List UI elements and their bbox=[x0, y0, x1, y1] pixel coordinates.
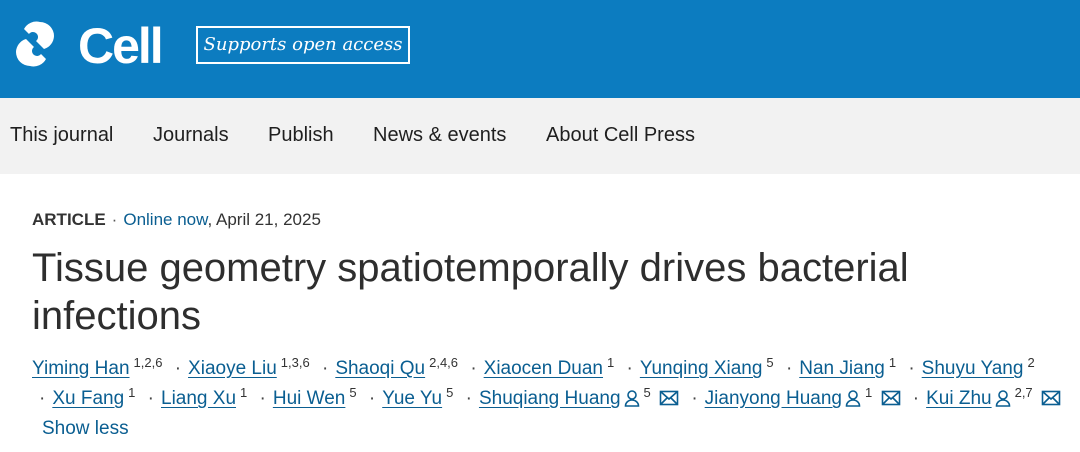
author: Shaoqi Qu2,4,6 bbox=[315, 355, 459, 379]
author-name[interactable]: Shaoqi Qu bbox=[335, 358, 426, 379]
nav-item[interactable]: This journal bbox=[10, 124, 114, 146]
author-name[interactable]: Xiaocen Duan bbox=[483, 358, 604, 379]
author-name[interactable]: Shuqiang Huang bbox=[478, 388, 621, 409]
affiliation-refs: 2 bbox=[1027, 355, 1035, 370]
author: Jianyong Huang 1 bbox=[684, 385, 901, 409]
author: Kui Zhu 2,7 bbox=[906, 385, 1061, 409]
author-name[interactable]: Liang Xu bbox=[161, 388, 237, 409]
author-name[interactable]: Hui Wen bbox=[272, 388, 346, 409]
affiliation-refs: 2,7 bbox=[1014, 385, 1033, 400]
open-access-badge: Supports open access bbox=[196, 26, 410, 64]
nav-item[interactable]: Publish bbox=[268, 124, 334, 146]
affiliation-refs: 5 bbox=[766, 355, 774, 370]
show-less-toggle[interactable]: Show less bbox=[42, 418, 129, 439]
site-header: Cell Supports open access bbox=[0, 0, 1080, 98]
nav-item[interactable]: News & events bbox=[373, 124, 507, 146]
corresponding-author-icon[interactable] bbox=[624, 389, 640, 407]
affiliation-refs: 1 bbox=[888, 355, 897, 370]
author-name[interactable]: Yiming Han bbox=[32, 358, 130, 379]
affiliation-refs: 1,3,6 bbox=[280, 355, 310, 370]
article-title: Tissue geometry spatiotemporally drives … bbox=[32, 246, 909, 338]
affiliation-refs: 5 bbox=[446, 385, 454, 400]
corresponding-author-icon[interactable] bbox=[995, 389, 1011, 407]
author-name[interactable]: Yunqing Xiang bbox=[639, 358, 763, 379]
logo-icon[interactable] bbox=[10, 18, 60, 70]
email-icon[interactable] bbox=[659, 389, 679, 407]
author: Shuqiang Huang 5 bbox=[459, 385, 679, 409]
author-name[interactable]: Nan Jiang bbox=[799, 358, 885, 379]
article-type: ARTICLE bbox=[32, 210, 106, 229]
nav-item[interactable]: About Cell Press bbox=[546, 124, 695, 146]
affiliation-refs: 1 bbox=[864, 385, 873, 400]
affiliation-refs: 2,4,6 bbox=[429, 355, 459, 370]
affiliation-refs: 1 bbox=[607, 355, 615, 370]
author-name[interactable]: Xiaoye Liu bbox=[188, 358, 277, 379]
article-status[interactable]: Online now bbox=[123, 210, 212, 229]
nav-bar: This journal Journals Publish News & eve… bbox=[0, 98, 1080, 174]
article-date: April 21, 2025 bbox=[216, 210, 321, 229]
nav-item[interactable]: Journals bbox=[153, 124, 229, 146]
corresponding-author-icon[interactable] bbox=[845, 389, 861, 407]
author: Yue Yu5 bbox=[362, 385, 454, 409]
email-icon[interactable] bbox=[881, 389, 901, 407]
author-name[interactable]: Jianyong Huang bbox=[704, 388, 842, 409]
affiliation-refs: 1,2,6 bbox=[133, 355, 163, 370]
logo[interactable]: Cell bbox=[78, 18, 164, 74]
author-name[interactable]: Yue Yu bbox=[382, 388, 443, 409]
affiliation-refs: 1 bbox=[128, 385, 136, 400]
affiliation-refs: 5 bbox=[643, 385, 651, 400]
author-name[interactable]: Kui Zhu bbox=[926, 388, 992, 409]
author: Liang Xu1 bbox=[141, 385, 248, 409]
author-name[interactable]: Shuyu Yang bbox=[921, 358, 1024, 379]
email-icon[interactable] bbox=[1041, 389, 1061, 407]
author: Yiming Han 1,2,6 bbox=[32, 355, 163, 379]
author-name[interactable]: Xu Fang bbox=[52, 388, 125, 409]
affiliation-refs: 5 bbox=[349, 385, 357, 400]
affiliation-refs: 1 bbox=[240, 385, 248, 400]
article-meta: ARTICLE·Online now April 21, 2025 bbox=[32, 209, 321, 231]
